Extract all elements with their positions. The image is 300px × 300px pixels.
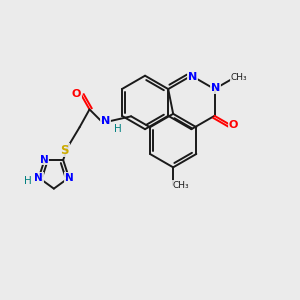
Text: CH₃: CH₃ <box>173 181 189 190</box>
Text: N: N <box>64 173 73 183</box>
Text: N: N <box>40 155 49 165</box>
Text: N: N <box>211 83 220 93</box>
Text: H: H <box>24 176 31 186</box>
Text: N: N <box>188 72 197 82</box>
Text: N: N <box>101 116 110 126</box>
Text: S: S <box>61 143 69 157</box>
Text: H: H <box>114 124 122 134</box>
Text: O: O <box>228 120 238 130</box>
Text: N: N <box>34 173 43 183</box>
Text: CH₃: CH₃ <box>230 73 247 82</box>
Text: O: O <box>72 88 81 98</box>
